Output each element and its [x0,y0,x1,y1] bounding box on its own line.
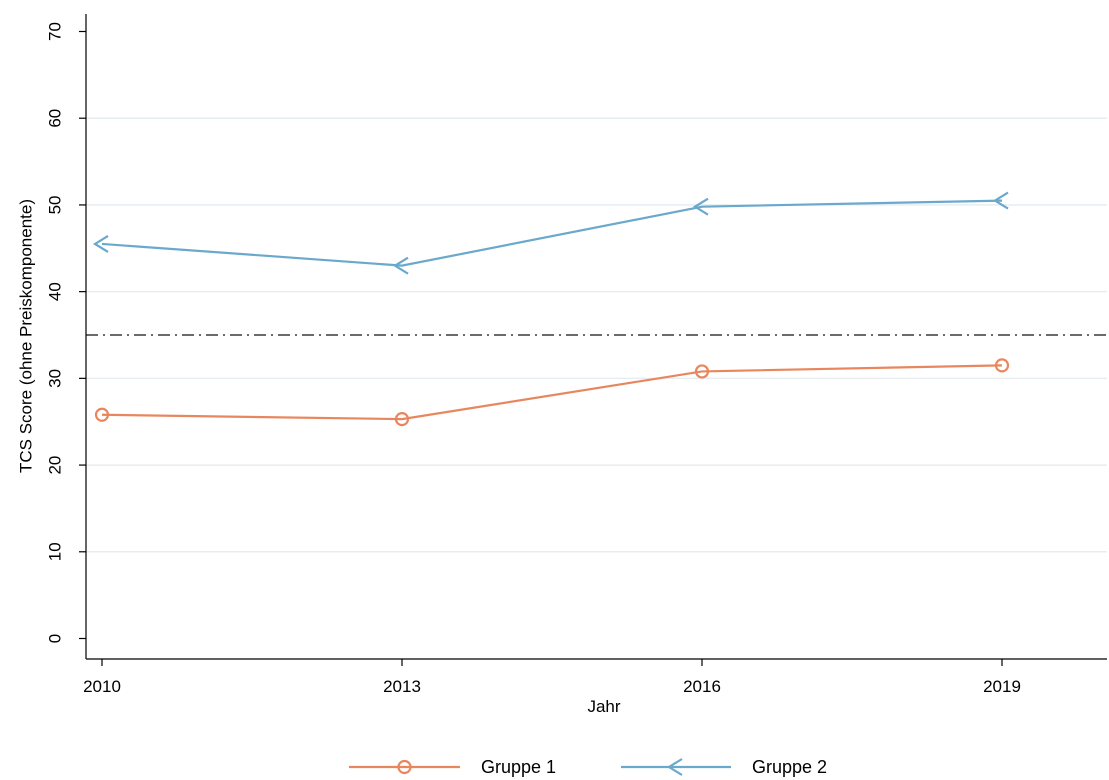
y-axis-title: TCS Score (ohne Preiskomponente) [17,199,36,473]
series-point [666,758,683,776]
x-tick-label: 2010 [83,677,121,696]
series-gruppe-2 [92,191,1009,275]
x-tick-label: 2013 [383,677,421,696]
x-tick-label: 2016 [683,677,721,696]
series-point [692,197,709,216]
y-tick-label: 0 [46,634,65,643]
series [92,191,1010,427]
x-tick-label: 2019 [983,677,1021,696]
series-point [394,412,410,427]
series-point [392,256,409,275]
series-point [994,358,1010,373]
y-tick-label: 40 [46,282,65,301]
series-point [694,364,710,379]
y-tick-label: 50 [46,195,65,214]
axes: 0 10 20 30 40 50 60 70 2010 2013 2016 2019 [46,14,1107,696]
legend-entry: Gruppe 1 [349,757,556,777]
series-point [397,759,412,775]
grid [86,117,1107,553]
legend-label: Gruppe 2 [752,757,827,777]
y-tick-label: 10 [46,542,65,561]
y-tick-label: 60 [46,109,65,128]
legend-label: Gruppe 1 [481,757,556,777]
series-point [94,407,110,422]
series-line [101,199,1003,267]
series-gruppe-1 [94,358,1010,427]
y-tick-label: 20 [46,456,65,475]
legend-entry: Gruppe 2 [621,757,827,777]
x-axis-title: Jahr [587,697,620,716]
series-line [101,364,1003,421]
legend: Gruppe 1 Gruppe 2 [349,757,827,777]
y-tick-label: 70 [46,22,65,41]
y-tick-label: 30 [46,369,65,388]
series-point [92,235,109,253]
series-point [992,191,1009,210]
